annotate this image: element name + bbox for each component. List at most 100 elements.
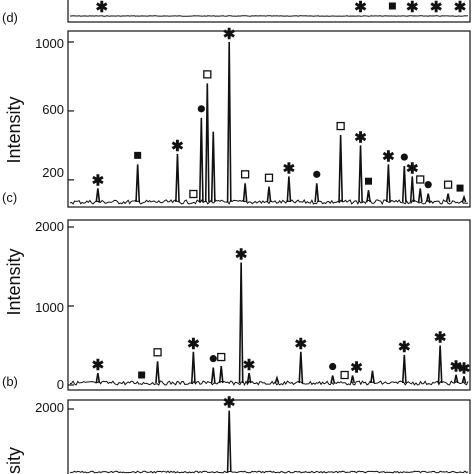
y-axis-label-b: Intensity <box>4 248 24 315</box>
peak-b-6 <box>246 373 252 384</box>
peak-c-20 <box>461 194 467 203</box>
marker-star-icon: ✱ <box>223 26 236 43</box>
peak-b-1 <box>155 361 160 384</box>
peak-c-13 <box>366 190 371 203</box>
marker-star-icon: ✱ <box>450 359 463 376</box>
trace-b <box>69 380 469 387</box>
y-axis-label-c: Intensity <box>4 96 24 163</box>
marker-star-icon: ✱ <box>235 247 248 264</box>
peak-c-19 <box>445 193 451 203</box>
marker-filled-square-icon <box>138 371 146 379</box>
marker-open-square-icon <box>416 175 425 184</box>
marker-star-icon: ✱ <box>430 0 443 16</box>
marker-star-icon: ✱ <box>406 160 419 177</box>
marker-circle-icon <box>313 170 321 178</box>
marker-star-icon: ✱ <box>243 357 256 374</box>
marker-circle-icon <box>329 362 337 371</box>
traces-layer <box>68 15 469 474</box>
marker-circle-icon <box>209 355 217 363</box>
peak-c-1 <box>135 164 141 203</box>
peak-c-0 <box>95 188 101 203</box>
marker-star-icon: ✱ <box>454 0 467 16</box>
marker-star-icon: ✱ <box>92 357 105 374</box>
panel-label-c: (c) <box>2 190 17 205</box>
panel-a-frame <box>67 399 471 474</box>
tick-label-c-1000: 1000 <box>35 36 64 51</box>
marker-circle-icon <box>400 153 408 161</box>
peak-b-9 <box>330 375 336 384</box>
marker-open-square-icon <box>153 348 162 357</box>
markers-layer: ✱ ✱ ✱ ✱ ✱ ✱ ✱ ✱ ✱ ✱ ✱ ✱ ✱ ✱ ✱ ✱ ✱ ✱ ✱ ✱ ✱ ✱ ✱ <box>92 0 471 412</box>
peak-c-17 <box>417 188 423 203</box>
marker-filled-square-icon <box>388 2 396 10</box>
peak-c-14 <box>386 164 391 203</box>
peak-a-0 <box>226 410 232 473</box>
marker-open-square-icon <box>217 352 226 362</box>
peak-c-6 <box>226 41 232 203</box>
peak-c-3 <box>198 117 204 203</box>
peak-b-4 <box>218 365 224 384</box>
marker-circle-icon <box>424 181 432 189</box>
marker-open-square-icon <box>443 180 453 189</box>
peak-c-2 <box>175 153 180 203</box>
peak-b-10 <box>350 375 355 384</box>
peak-b-15 <box>461 376 467 384</box>
marker-star-icon: ✱ <box>96 0 109 16</box>
marker-star-icon: ✱ <box>187 336 200 353</box>
peak-b-12 <box>401 354 407 384</box>
peak-b-3 <box>210 367 216 384</box>
marker-star-icon: ✱ <box>350 360 363 377</box>
marker-star-icon: ✱ <box>382 148 395 165</box>
marker-filled-square-icon <box>365 177 372 185</box>
marker-star-icon: ✱ <box>458 360 471 377</box>
tick-label-b-1000: 1000 <box>35 300 64 315</box>
trace-a <box>69 470 469 474</box>
peak-b-0 <box>95 373 101 384</box>
panel-label-d: (d) <box>2 10 18 25</box>
peak-b-2 <box>190 351 196 384</box>
peak-c-7 <box>242 183 248 203</box>
marker-open-square-icon <box>340 370 349 380</box>
y-axis-label-a: sity <box>4 447 24 474</box>
marker-star-icon: ✱ <box>354 129 367 146</box>
marker-star-icon: ✱ <box>295 336 308 353</box>
peak-c-11 <box>338 135 344 203</box>
peak-c-18 <box>425 193 431 203</box>
peak-b-8 <box>298 351 304 384</box>
marker-star-icon: ✱ <box>398 339 411 356</box>
peak-c-16 <box>409 176 415 203</box>
panel-d-frame <box>67 0 471 23</box>
peak-c-5 <box>210 131 216 203</box>
marker-open-square-icon <box>203 70 212 79</box>
peak-b-11 <box>370 370 375 384</box>
marker-open-square-icon <box>336 121 345 131</box>
marker-star-icon: ✱ <box>406 0 419 16</box>
peak-c-10 <box>314 183 320 203</box>
peak-c-8 <box>266 186 272 203</box>
peak-c-15 <box>401 166 407 203</box>
peak-c-4 <box>204 83 210 203</box>
tick-label-c-200: 200 <box>42 165 64 180</box>
marker-filled-square-icon <box>134 151 142 159</box>
panel-c-frame <box>67 30 471 208</box>
peak-b-13 <box>437 345 443 384</box>
marker-star-icon: ✱ <box>92 172 105 189</box>
panel-b-frame <box>67 219 471 391</box>
trace-c <box>69 198 469 206</box>
peak-b-5 <box>238 262 244 384</box>
peak-b-14 <box>453 374 459 384</box>
tick-label-a-2000: 2000 <box>35 400 64 415</box>
tick-label-b-2000: 2000 <box>35 219 64 234</box>
marker-filled-square-icon <box>456 184 464 192</box>
tick-label-b-0: 0 <box>57 377 64 392</box>
marker-star-icon: ✱ <box>223 395 236 412</box>
marker-open-square-icon <box>189 189 198 199</box>
marker-star-icon: ✱ <box>354 0 367 16</box>
marker-star-icon: ✱ <box>171 138 184 155</box>
marker-open-square-icon <box>240 170 250 179</box>
panel-label-b: (b) <box>2 374 18 389</box>
peak-b-7 <box>274 375 280 384</box>
marker-star-icon: ✱ <box>434 330 447 347</box>
marker-circle-icon <box>197 105 205 113</box>
